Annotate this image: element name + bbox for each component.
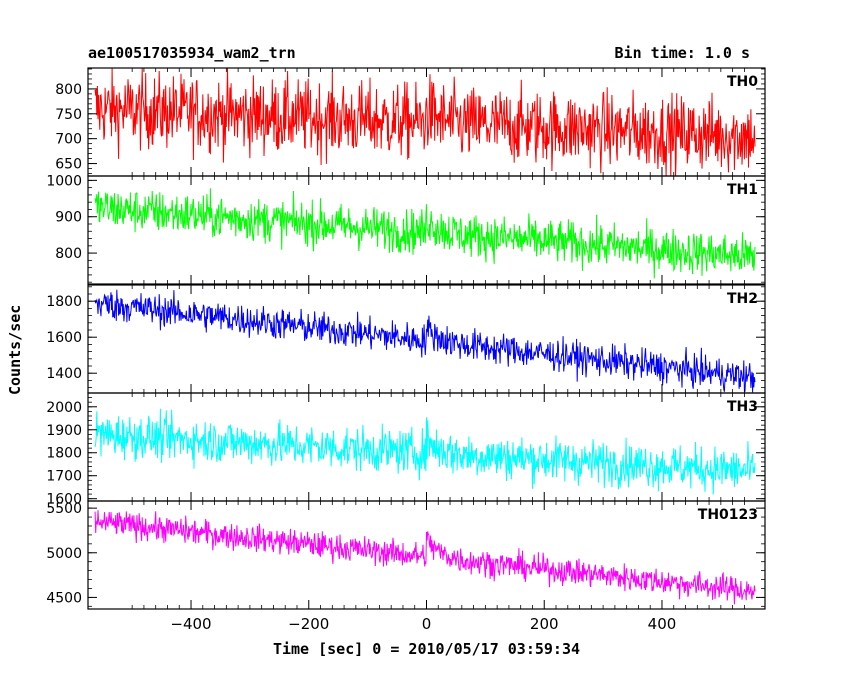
panel-frame [87, 175, 766, 285]
plot-title-left: ae100517035934_wam2_trn [88, 44, 296, 62]
panel-name-label: TH2 [727, 291, 758, 307]
series-line-th1 [94, 188, 756, 279]
y-tick-label: 700 [55, 132, 82, 148]
panel-th0: 650 700 750 800 TH0 [55, 67, 766, 177]
panel-th3: 1600 1700 1800 1900 2000 TH3 [46, 392, 766, 508]
x-tick-label: 200 [530, 615, 559, 633]
panel-name-label: TH1 [727, 182, 758, 198]
y-tick-label: 1800 [46, 446, 82, 462]
x-tick-label: −200 [288, 615, 329, 633]
series-line-th2 [94, 289, 756, 393]
y-tick-label: 750 [55, 107, 82, 123]
plot-title-right: Bin time: 1.0 s [614, 44, 750, 62]
panel-name-label: TH3 [727, 399, 758, 415]
y-axis-label: Counts/sec [6, 304, 24, 395]
panel-name-label: TH0 [727, 74, 758, 90]
series-line-th0123 [94, 510, 756, 605]
x-tick-label: 0 [422, 615, 432, 633]
y-tick-label: 1600 [46, 492, 82, 508]
y-tick-label: 1800 [46, 294, 82, 310]
y-tick-label: 2000 [46, 400, 82, 416]
x-axis-label: Time [sec] 0 = 2010/05/17 03:59:34 [272, 640, 581, 658]
x-tick-label: 400 [648, 615, 677, 633]
panel-th0123: 4500 5000 5500 TH0123 [46, 500, 766, 610]
panel-name-label: TH0123 [698, 507, 758, 523]
panel-th1: 800 900 1000 TH1 [46, 173, 766, 285]
y-tick-label: 1700 [46, 469, 82, 485]
y-tick-label: 1000 [46, 173, 82, 189]
y-tick-label: 650 [55, 157, 82, 173]
y-tick-label: 4500 [46, 590, 82, 606]
x-tick-label: −400 [170, 615, 211, 633]
panel-th2: 1400 1600 1800 TH2 [46, 284, 766, 394]
y-tick-label: 5500 [46, 501, 82, 517]
y-tick-label: 800 [55, 246, 82, 262]
series-line-th0 [94, 68, 756, 176]
y-tick-label: 900 [55, 210, 82, 226]
y-tick-label: 5000 [46, 546, 82, 562]
y-tick-label: 1400 [46, 366, 82, 382]
y-tick-label: 1600 [46, 330, 82, 346]
y-tick-label: 800 [55, 82, 82, 98]
y-tick-label: 1900 [46, 423, 82, 439]
series-line-th3 [94, 408, 756, 495]
